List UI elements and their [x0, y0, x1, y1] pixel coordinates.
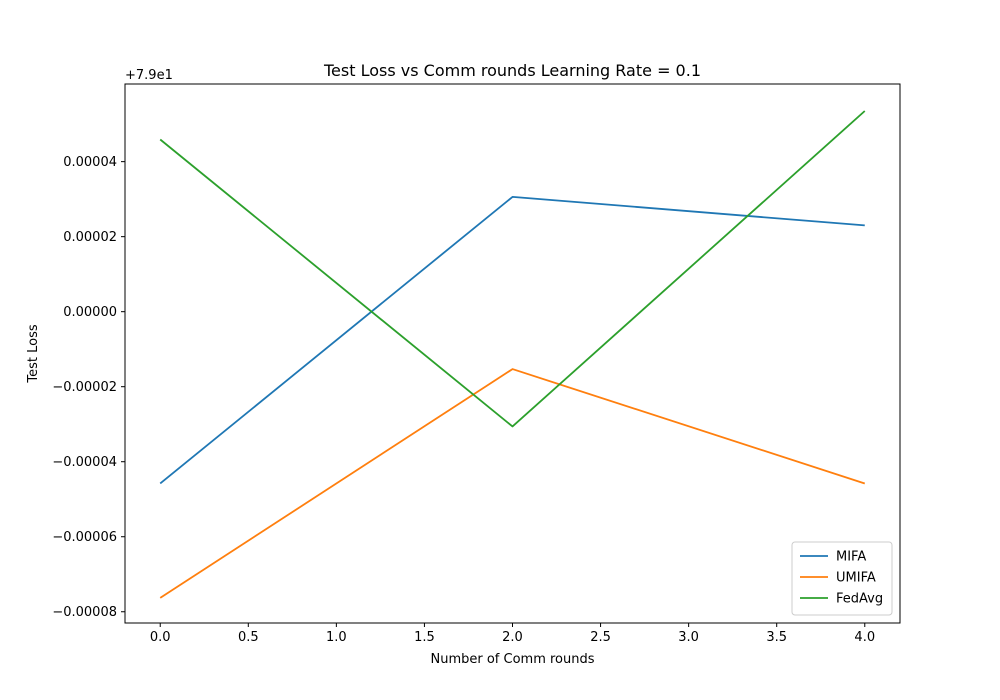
x-tick-label: 2.0 [502, 630, 523, 645]
legend: MIFA UMIFA FedAvg [791, 541, 893, 616]
legend-label: UMIFA [836, 571, 876, 586]
y-tick-label: −0.00002 [52, 380, 117, 395]
x-tick-label: 0.0 [150, 630, 171, 645]
x-tick-label: 0.5 [238, 630, 259, 645]
legend-label: FedAvg [836, 592, 883, 607]
y-tick-label: 0.00000 [63, 305, 117, 320]
series-line-fedavg [159, 110, 866, 428]
y-tick-label: −0.00004 [52, 455, 117, 470]
y-offset-label: +7.9e1 [125, 68, 173, 83]
x-tick-label: 2.5 [590, 630, 611, 645]
x-tick-label: 3.0 [678, 630, 699, 645]
y-tick-label: 0.00004 [63, 155, 117, 170]
plot-area [159, 110, 866, 599]
series-line-umifa [159, 368, 866, 599]
x-tick-label: 4.0 [854, 630, 875, 645]
y-axis-label: Test Loss [26, 324, 41, 383]
x-axis-label: Number of Comm rounds [430, 652, 594, 667]
x-axis-ticks: 0.0 0.5 1.0 1.5 2.0 2.5 3.0 3.5 4.0 [150, 623, 875, 645]
y-tick-label: 0.00002 [63, 230, 117, 245]
legend-box [791, 541, 893, 616]
chart-title: Test Loss vs Comm rounds Learning Rate =… [323, 61, 701, 80]
y-tick-label: −0.00006 [52, 530, 117, 545]
y-tick-label: −0.00008 [52, 605, 117, 620]
x-tick-label: 3.5 [766, 630, 787, 645]
x-tick-label: 1.5 [414, 630, 435, 645]
y-axis-ticks: −0.00008 −0.00006 −0.00004 −0.00002 0.00000 0… [52, 155, 125, 620]
x-tick-label: 1.0 [326, 630, 347, 645]
legend-label: MIFA [836, 550, 866, 565]
